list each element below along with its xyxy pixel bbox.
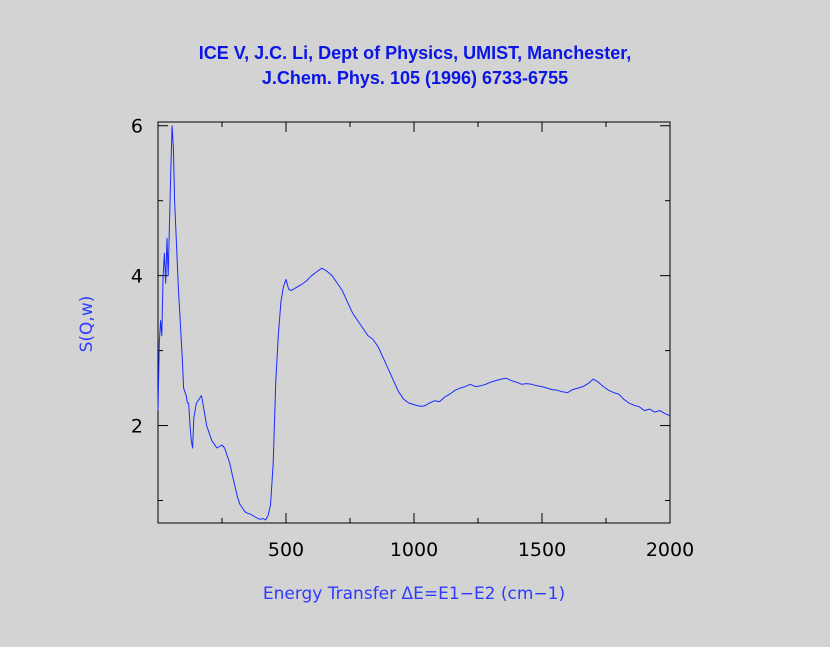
chart-title-line-2: J.Chem. Phys. 105 (1996) 6733-6755 [261, 68, 569, 88]
y-tick-label: 4 [131, 266, 143, 288]
series-layer [157, 125, 671, 521]
x-tick-label: 1500 [518, 539, 566, 561]
axis-tick-labels: 500 1000 1500 2000 2 4 6 [131, 116, 694, 561]
series-line [157, 125, 671, 521]
y-tick-label: 2 [131, 416, 143, 438]
x-tick-label: 1000 [390, 539, 438, 561]
x-tick-label: 2000 [646, 539, 694, 561]
x-tick-label: 500 [268, 539, 304, 561]
x-axis-label: Energy Transfer ΔE=E1−E2 (cm−1) [263, 584, 565, 604]
plot-frame [157, 121, 671, 524]
chart-title-line-1: ICE V, J.C. Li, Dept of Physics, UMIST, … [198, 43, 632, 63]
axis-ticks [158, 122, 670, 523]
y-tick-label: 6 [131, 116, 143, 138]
y-axis-label: S(Q,w) [77, 296, 97, 353]
